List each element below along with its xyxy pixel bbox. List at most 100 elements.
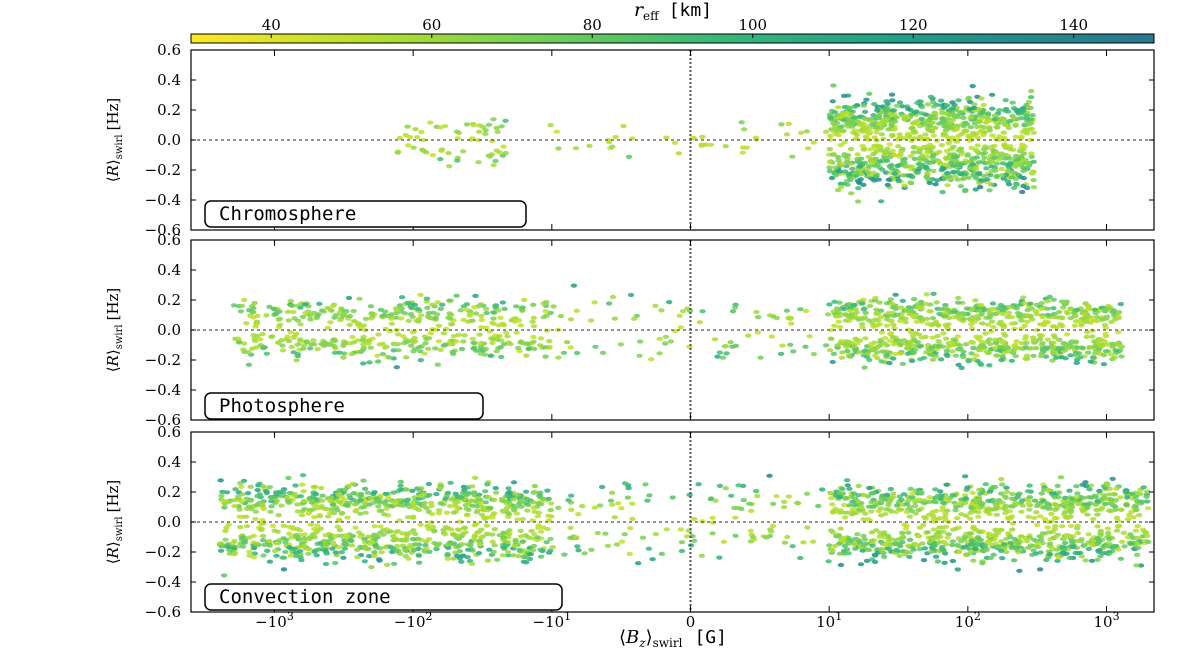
scatter-point — [1072, 340, 1079, 345]
scatter-point — [1067, 353, 1074, 358]
scatter-point — [409, 488, 416, 493]
scatter-point — [967, 100, 974, 105]
scatter-point — [324, 325, 331, 330]
scatter-point — [1099, 505, 1106, 510]
scatter-point — [493, 349, 500, 354]
scatter-point — [318, 308, 326, 313]
scatter-point — [802, 308, 810, 313]
scatter-point — [973, 155, 980, 160]
scatter-point — [485, 505, 492, 510]
scatter-point — [648, 357, 655, 362]
scatter-point — [1016, 568, 1023, 574]
y-tick-label: −0.2 — [145, 543, 181, 561]
scatter-point — [938, 307, 945, 312]
scatter-point — [1002, 333, 1009, 338]
scatter-point — [912, 503, 919, 509]
scatter-point — [241, 341, 248, 346]
scatter-point — [861, 365, 868, 370]
scatter-point — [310, 338, 317, 343]
scatter-point — [1089, 334, 1096, 339]
scatter-point — [361, 339, 369, 344]
scatter-point — [766, 473, 773, 478]
scatter-point — [929, 345, 936, 350]
scatter-point — [936, 540, 943, 545]
scatter-point — [1009, 527, 1016, 532]
scatter-point — [455, 332, 462, 337]
scatter-point — [1123, 502, 1130, 507]
scatter-point — [1063, 533, 1071, 538]
scatter-point — [978, 311, 985, 316]
scatter-point — [988, 319, 996, 324]
scatter-point — [1100, 353, 1108, 358]
scatter-point — [846, 486, 853, 491]
scatter-point — [1014, 116, 1021, 121]
scatter-point — [955, 543, 962, 549]
scatter-point — [965, 133, 972, 138]
scatter-point — [246, 308, 253, 313]
scatter-point — [1020, 147, 1027, 152]
scatter-point — [488, 353, 495, 358]
scatter-point — [1044, 337, 1052, 342]
scatter-point — [1026, 535, 1033, 540]
scatter-point — [499, 553, 507, 558]
scatter-point — [1073, 319, 1080, 324]
scatter-point — [417, 522, 424, 527]
scatter-point — [567, 345, 574, 350]
scatter-point — [739, 150, 746, 155]
scatter-point — [888, 123, 895, 129]
scatter-point — [1002, 137, 1009, 142]
scatter-point — [442, 532, 449, 537]
scatter-point — [1062, 495, 1069, 500]
scatter-point — [478, 512, 486, 517]
scatter-point — [1072, 550, 1079, 556]
scatter-point — [349, 334, 356, 340]
scatter-point — [367, 345, 374, 350]
scatter-point — [266, 538, 273, 544]
scatter-point — [456, 556, 464, 561]
scatter-point — [397, 479, 404, 484]
scatter-point — [1061, 545, 1068, 550]
scatter-point — [698, 553, 705, 558]
scatter-point — [621, 532, 628, 537]
scatter-point — [446, 504, 454, 509]
scatter-point — [963, 342, 970, 347]
scatter-point — [220, 573, 228, 578]
scatter-point — [885, 539, 892, 544]
scatter-point — [1059, 323, 1066, 329]
scatter-point — [999, 354, 1006, 359]
scatter-point — [954, 177, 961, 182]
scatter-point — [975, 514, 982, 519]
x-tick-labels: −103 −102 −101 0 101 102 103 — [255, 610, 1119, 631]
scatter-point — [1014, 495, 1021, 500]
scatter-point — [909, 495, 916, 500]
scatter-point — [797, 555, 804, 561]
scatter-point — [973, 334, 980, 339]
scatter-point — [869, 543, 876, 548]
scatter-point — [239, 544, 247, 549]
scatter-point — [935, 529, 942, 535]
scatter-point — [625, 154, 633, 159]
scatter-point — [1088, 558, 1096, 563]
scatter-point — [941, 560, 948, 566]
scatter-point — [920, 558, 928, 563]
scatter-points-convection-zone — [216, 473, 1152, 578]
scatter-point — [891, 168, 899, 173]
scatter-point — [411, 505, 419, 510]
scatter-point — [257, 337, 264, 342]
scatter-point — [1102, 501, 1109, 506]
scatter-point — [691, 538, 698, 543]
scatter-point — [929, 335, 936, 340]
scatter-point — [900, 338, 908, 343]
scatter-point — [219, 498, 226, 503]
scatter-point — [613, 542, 621, 547]
scatter-point — [985, 498, 992, 503]
scatter-point — [1018, 155, 1025, 160]
scatter-point — [1054, 558, 1061, 564]
scatter-point — [349, 481, 356, 486]
scatter-point — [907, 154, 914, 159]
scatter-point — [840, 93, 848, 98]
scatter-point — [848, 312, 855, 317]
scatter-point — [887, 542, 894, 547]
scatter-point — [939, 508, 946, 513]
y-tick-label: −0.6 — [145, 221, 181, 239]
